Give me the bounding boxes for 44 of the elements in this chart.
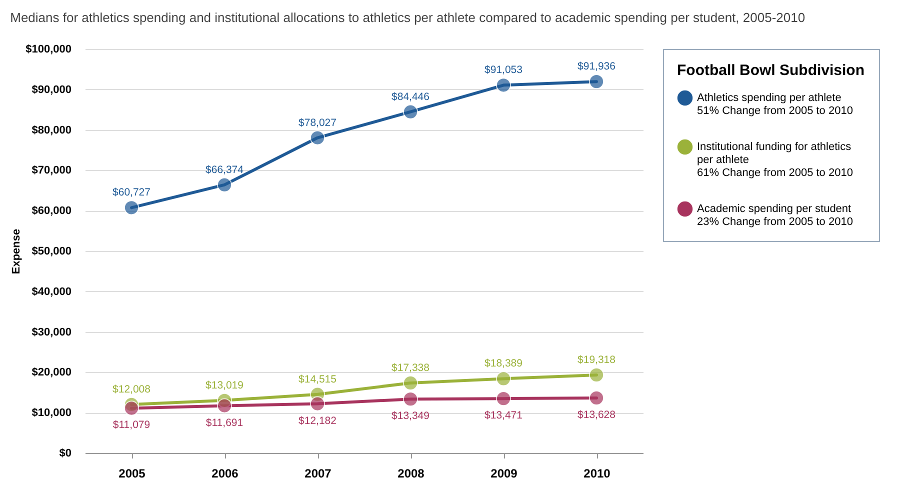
legend-title: Football Bowl Subdivision: [677, 62, 864, 79]
y-tick-label: $60,000: [32, 205, 72, 218]
chart-title: Medians for athletics spending and institutional allocations to athletics per athlete compared to academic spending per student, 2005-2010: [10, 10, 806, 25]
data-label: $12,182: [298, 414, 337, 427]
text: 23% Change from 2005 to 2010: [697, 216, 853, 228]
data-label: $12,008: [112, 383, 151, 396]
legend-label: Academic spending per student: [697, 203, 852, 215]
data-label: $13,471: [484, 410, 523, 422]
data-label: $84,446: [392, 90, 430, 103]
data-label: $60,727: [112, 186, 151, 199]
data-label: $13,019: [206, 379, 244, 392]
y-tick-label: $10,000: [32, 407, 72, 420]
data-label: $66,374: [206, 164, 244, 176]
y-tick-label: $50,000: [32, 246, 72, 258]
x-tick-label: 2008: [398, 466, 425, 480]
data-label: $17,338: [392, 362, 430, 374]
data-label: $78,027: [298, 116, 337, 129]
y-tick-label: $80,000: [32, 124, 72, 136]
legend-label: Institutional funding for athletics per athlete: [697, 141, 852, 166]
x-tick-label: 2006: [212, 466, 239, 480]
data-label: $18,389: [484, 358, 523, 370]
y-tick-label: $20,000: [32, 366, 72, 379]
y-tick-label: $90,000: [32, 84, 72, 96]
text: 51% Change from 2005 to 2010: [697, 105, 853, 117]
y-tick-label: $70,000: [32, 164, 72, 177]
legend-label: Athletics spending per athlete: [697, 92, 842, 104]
data-label: $11,691: [206, 416, 244, 429]
data-label: $11,079: [112, 419, 150, 432]
y-tick-label: $40,000: [32, 286, 72, 298]
data-label: $13,628: [578, 408, 616, 421]
data-label: $13,349: [392, 410, 430, 422]
y-tick-label: $100,000: [26, 44, 72, 56]
text: 61% Change from 2005 to 2010: [697, 167, 853, 179]
y-tick-label: $0: [59, 448, 72, 460]
y-tick-label: $30,000: [32, 326, 72, 338]
data-label: $91,053: [484, 64, 523, 76]
x-tick-label: 2005: [118, 466, 146, 480]
y-axis-title: Expense: [10, 228, 23, 274]
x-tick-label: 2009: [490, 466, 518, 480]
data-label: $19,318: [578, 354, 616, 366]
x-tick-label: 2007: [304, 466, 332, 480]
x-tick-label: 2010: [584, 466, 611, 480]
data-label: $91,936: [578, 60, 616, 73]
data-label: $14,515: [298, 373, 337, 386]
